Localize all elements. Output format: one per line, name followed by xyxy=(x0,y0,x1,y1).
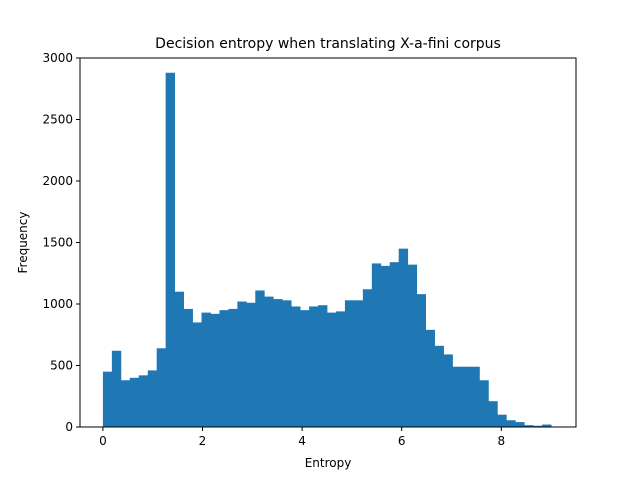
histogram-bar xyxy=(344,300,355,427)
y-tick-label: 2000 xyxy=(42,174,73,188)
histogram-bar xyxy=(479,380,489,427)
histogram-bar xyxy=(174,291,184,427)
x-tick-label: 0 xyxy=(99,434,107,448)
histogram-bar xyxy=(524,425,534,427)
y-axis-ticks: 0 500 1000 1500 2000 2500 3000 xyxy=(42,51,80,434)
y-tick-label: 1500 xyxy=(42,236,73,250)
x-tick-label: 6 xyxy=(398,434,406,448)
histogram-bar xyxy=(210,313,220,427)
histogram-bar xyxy=(497,414,507,427)
histogram-bar xyxy=(147,370,158,427)
histogram-bar xyxy=(237,301,247,427)
histogram-bar xyxy=(318,305,328,427)
histogram-bar xyxy=(228,308,238,427)
histogram-bar xyxy=(470,366,480,427)
histogram-bar xyxy=(407,264,418,427)
histogram-bar xyxy=(201,312,211,427)
histogram-bar xyxy=(165,72,176,427)
histogram-bars xyxy=(102,72,552,427)
x-tick-label: 4 xyxy=(298,434,306,448)
histogram-bar xyxy=(488,401,498,427)
histogram-bar xyxy=(425,329,435,427)
y-tick-label: 1000 xyxy=(42,297,73,311)
x-axis-label: Entropy xyxy=(305,456,352,470)
histogram-bar xyxy=(192,322,202,427)
histogram-bar xyxy=(533,425,543,427)
histogram-bar xyxy=(362,289,373,427)
histogram-bar xyxy=(461,366,471,427)
histogram-bar xyxy=(443,354,453,427)
histogram-bar xyxy=(398,248,409,427)
histogram-bar xyxy=(542,424,552,427)
histogram-bar xyxy=(300,310,310,427)
histogram-bar xyxy=(102,371,113,427)
histogram-bar xyxy=(282,300,292,427)
histogram-bar xyxy=(111,350,122,427)
y-tick-label: 0 xyxy=(65,420,73,434)
histogram-bar xyxy=(380,265,391,427)
histogram-bar xyxy=(416,294,426,427)
histogram-bar xyxy=(389,262,400,427)
histogram-bar xyxy=(138,375,149,427)
y-tick-label: 2500 xyxy=(42,113,73,127)
x-tick-label: 8 xyxy=(497,434,505,448)
histogram-bar xyxy=(273,299,283,427)
histogram-bar xyxy=(255,290,265,427)
histogram-bar xyxy=(120,380,131,427)
histogram-bar xyxy=(371,263,382,427)
histogram-bar xyxy=(335,311,346,427)
y-tick-label: 500 xyxy=(50,359,73,373)
histogram-bar xyxy=(452,366,462,427)
histogram-bar xyxy=(309,306,319,427)
histogram-bar xyxy=(353,300,364,427)
histogram-bar xyxy=(129,377,140,427)
histogram-bar xyxy=(156,348,167,427)
x-tick-label: 2 xyxy=(199,434,207,448)
y-axis-label: Frequency xyxy=(16,212,30,274)
histogram-bar xyxy=(506,420,516,427)
histogram-bar xyxy=(183,308,193,427)
histogram-bar xyxy=(327,312,337,427)
histogram-bar xyxy=(219,310,229,427)
histogram-bar xyxy=(434,345,444,427)
histogram-bar xyxy=(264,296,274,427)
plot-frame xyxy=(79,57,577,428)
x-axis-ticks: 0 2 4 6 8 xyxy=(99,427,505,448)
histogram-bar xyxy=(291,306,301,427)
y-tick-label: 3000 xyxy=(42,51,73,65)
histogram-bar xyxy=(515,422,525,427)
histogram-bar xyxy=(246,302,256,427)
chart-title: Decision entropy when translating X-a-fi… xyxy=(155,36,501,52)
